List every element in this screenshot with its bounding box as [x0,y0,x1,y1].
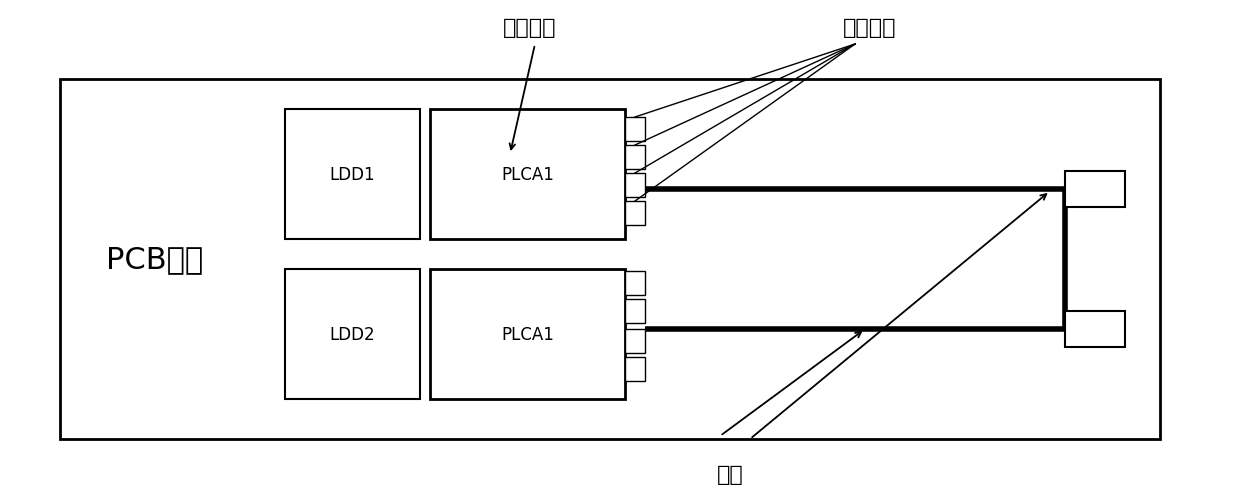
Bar [624,146,646,170]
Bar [430,270,624,399]
Bar [624,201,646,225]
Bar [430,110,624,239]
Bar [285,110,420,239]
Bar [624,174,646,197]
Bar [1066,172,1125,207]
Bar [624,118,646,142]
Bar [624,272,646,296]
Text: PLCA1: PLCA1 [501,166,554,184]
Text: 发射单元: 发射单元 [503,18,556,38]
Bar [624,300,646,323]
Text: 光纤: 光纤 [716,464,743,484]
Bar [59,80,1160,439]
Text: LDD2: LDD2 [330,325,375,343]
Text: PCB顶面: PCB顶面 [107,245,203,274]
Bar [285,270,420,399]
Bar [624,329,646,353]
Text: PLCA1: PLCA1 [501,325,554,343]
Bar [624,357,646,381]
Bar [1066,312,1125,347]
Text: LDD1: LDD1 [330,166,375,184]
Text: 光探测器: 光探测器 [844,18,897,38]
